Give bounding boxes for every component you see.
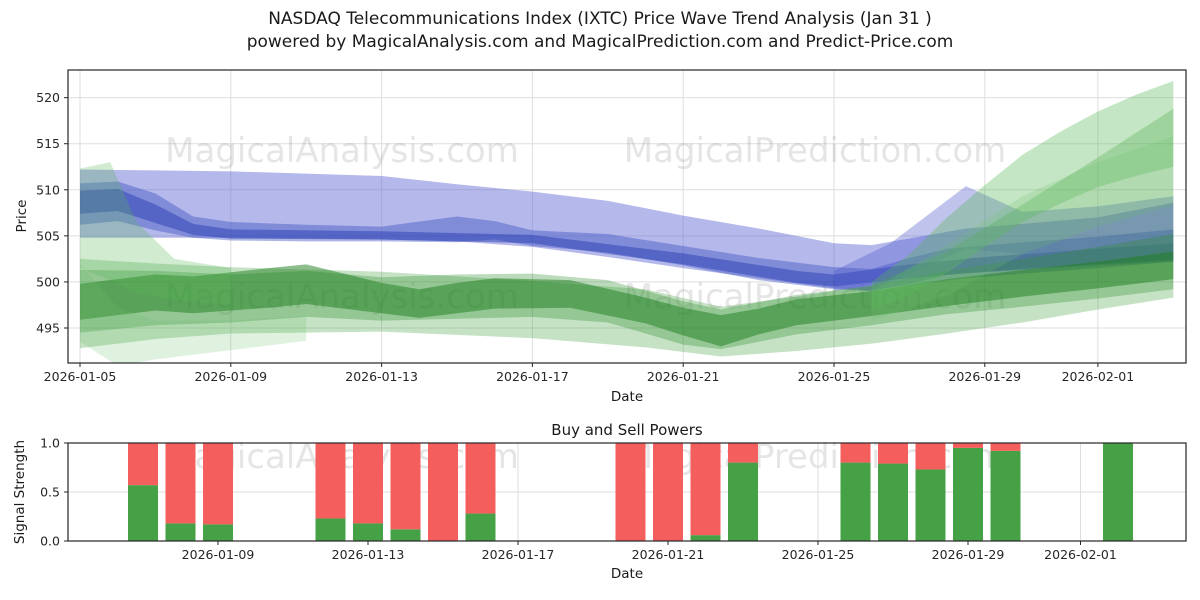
signal-tick-labels: 0.0 0.5 1.0 2026-01-09 2026-01-13 2026-01-17 2…	[40, 436, 1117, 563]
watermark-analysis: MagicalAnalysis.com	[165, 131, 519, 171]
band-blue-mid-band	[80, 181, 1174, 292]
buy-bar-2026-01-26	[840, 462, 871, 541]
buy-bar-2026-01-08	[165, 523, 196, 541]
signal-y-axis-label: Signal Strength	[12, 439, 28, 545]
price-y-tick-label: 500	[36, 274, 60, 289]
buy-bar-2026-01-29	[953, 447, 983, 541]
signal-x-tick-label: 2026-01-09	[182, 547, 255, 562]
price-x-tick-label: 2026-01-29	[948, 369, 1021, 384]
sell-bar-2026-01-15	[428, 443, 458, 541]
sell-bar-2026-01-26	[840, 443, 871, 463]
signal-bars	[128, 443, 1133, 541]
buy-bar-2026-01-23	[728, 462, 758, 541]
buy-bar-2026-01-22	[690, 535, 721, 541]
sell-bar-2026-01-30	[990, 443, 1021, 451]
band-green-rising-fan-2	[871, 136, 1174, 321]
buy-bar-2026-01-12	[315, 518, 346, 541]
signal-y-tick-label: 1.0	[40, 436, 60, 451]
price-x-tick-label: 2026-01-17	[496, 369, 569, 384]
band-green-dark-band	[80, 251, 1174, 347]
price-x-axis-label: Date	[610, 389, 644, 405]
buy-bar-2026-02-02	[1103, 443, 1133, 541]
signal-y-tick-label: 0.5	[40, 485, 60, 500]
watermark-prediction: MagicalPrediction.com	[624, 131, 1007, 171]
signal-x-tick-label: 2026-01-17	[482, 547, 555, 562]
price-y-tick-label: 520	[36, 90, 60, 105]
price-x-tick-label: 2026-01-13	[345, 369, 418, 384]
figure-title-line1: NASDAQ Telecommunications Index (IXTC) P…	[268, 9, 932, 29]
price-x-tick-label: 2026-02-01	[1062, 369, 1135, 384]
sell-bar-2026-01-13	[353, 443, 383, 524]
sell-bar-2026-01-20	[615, 443, 646, 541]
sell-bar-2026-01-22	[690, 443, 721, 536]
buy-bar-2026-01-07	[128, 485, 158, 541]
buy-bar-2026-01-28	[915, 469, 946, 541]
price-y-tick-label: 505	[36, 228, 60, 243]
sell-bar-2026-01-16	[465, 443, 496, 514]
sell-bar-2026-01-09	[203, 443, 233, 525]
band-green-left-wedge	[80, 263, 307, 363]
sell-bar-2026-01-07	[128, 443, 158, 486]
price-y-tick-label: 515	[36, 136, 60, 151]
price-y-axis-label: Price	[14, 199, 30, 233]
signal-x-tick-label: 2026-01-13	[332, 547, 405, 562]
price-x-tick-label: 2026-01-21	[647, 369, 720, 384]
band-green-rising-fan-1	[871, 81, 1174, 310]
sell-bar-2026-01-23	[728, 443, 758, 463]
price-tick-labels: 495 500 505 510 515 520 2026-01-05 2026-01-09 20…	[36, 90, 1134, 384]
signal-x-tick-label: 2026-01-25	[782, 547, 855, 562]
price-x-tick-label: 2026-01-09	[194, 369, 267, 384]
band-green-mid-band	[80, 234, 1174, 350]
buy-bar-2026-01-27	[878, 463, 908, 541]
signal-x-tick-label: 2026-01-29	[932, 547, 1005, 562]
sell-bar-2026-01-21	[653, 443, 683, 541]
price-x-tick-label: 2026-01-05	[44, 369, 117, 384]
buy-bar-2026-01-14	[390, 529, 421, 541]
band-blue-forecast-bump	[834, 186, 1174, 292]
sell-bar-2026-01-08	[165, 443, 196, 524]
sell-bar-2026-01-27	[878, 443, 908, 464]
band-blue-outer-envelope	[80, 169, 1174, 291]
band-green-left-spike	[80, 162, 231, 305]
price-x-tick-label: 2026-01-25	[798, 369, 871, 384]
buy-bar-2026-01-16	[465, 513, 496, 541]
sell-bar-2026-01-29	[953, 443, 983, 448]
price-y-tick-label: 510	[36, 182, 60, 197]
price-plot-border	[67, 69, 1187, 364]
sell-bar-2026-01-12	[315, 443, 346, 519]
signal-x-tick-label: 2026-02-01	[1044, 547, 1117, 562]
buy-bar-2026-01-30	[990, 450, 1021, 541]
price-y-tick-label: 495	[36, 320, 60, 335]
sell-bar-2026-01-28	[915, 443, 946, 470]
buy-bar-2026-01-09	[203, 524, 233, 541]
signal-y-tick-label: 0.0	[40, 534, 60, 549]
buy-bar-2026-01-13	[353, 523, 383, 541]
figure-title-line2: powered by MagicalAnalysis.com and Magic…	[246, 32, 954, 52]
signal-x-axis-label: Date	[610, 566, 644, 582]
band-blue-core-band	[80, 188, 1174, 287]
signal-x-tick-label: 2026-01-21	[632, 547, 705, 562]
signal-chart-title: Buy and Sell Powers	[551, 421, 703, 439]
price-wave-bands	[80, 81, 1174, 363]
sell-bar-2026-01-14	[390, 443, 421, 530]
